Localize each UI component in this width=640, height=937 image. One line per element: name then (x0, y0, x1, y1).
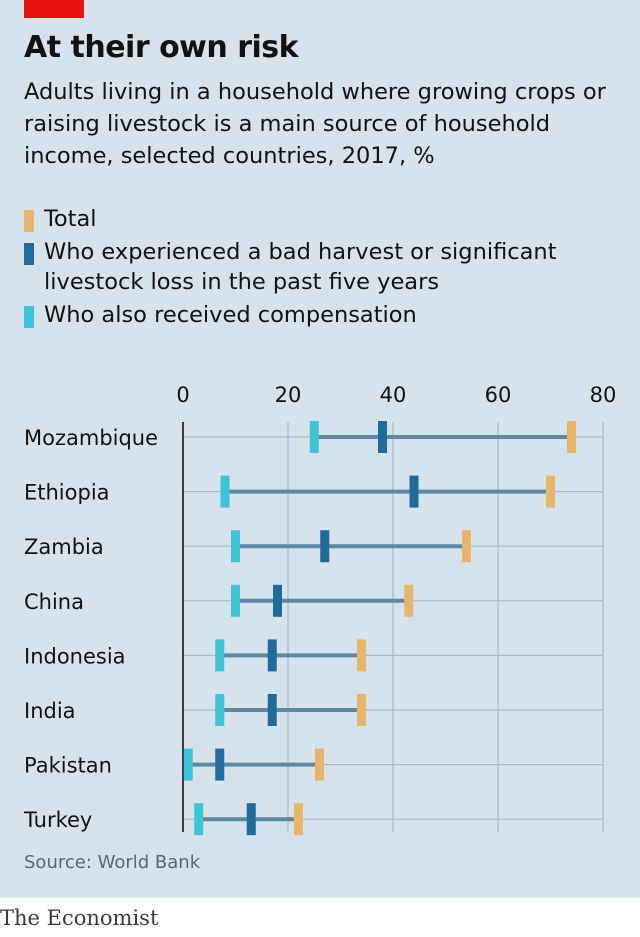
range-marker-series-2 (220, 475, 230, 508)
range-marker-series-0 (462, 530, 471, 563)
category-label: Zambia (24, 535, 104, 559)
category-label: Indonesia (24, 644, 126, 668)
range-marker-series-0 (567, 421, 576, 453)
legend-item-compensation: Who also received compensation (24, 300, 604, 330)
range-marker-series-1 (378, 421, 387, 453)
category-label: Mozambique (24, 426, 158, 450)
range-marker-series-0 (357, 694, 366, 726)
range-marker-series-1 (267, 639, 277, 672)
brand-logo: The Economist (0, 906, 159, 930)
x-tick-label: 0 (176, 383, 189, 407)
category-label: Turkey (23, 808, 92, 832)
brand-red-tag (24, 0, 84, 18)
range-marker-series-2 (231, 584, 240, 617)
dot-range-chart: 0 20 40 60 80 Mozambique Ethiopia Zambia China In… (23, 383, 617, 836)
range-marker-series-1 (267, 694, 277, 726)
range-marker-series-0 (294, 803, 303, 836)
legend-swatch-bad-harvest (24, 243, 34, 265)
x-tick-label: 20 (275, 383, 302, 407)
range-marker-series-0 (357, 639, 366, 672)
range-marker-series-1 (246, 803, 256, 836)
range-marker-series-2 (215, 694, 225, 726)
legend-item-bad-harvest: Who experienced a bad harvest or signifi… (24, 237, 604, 297)
range-marker-series-2 (231, 530, 240, 563)
x-tick-label: 60 (485, 383, 512, 407)
category-label: India (24, 699, 76, 723)
range-marker-series-2 (309, 421, 319, 453)
category-label: China (24, 590, 84, 614)
range-marker-series-1 (409, 475, 419, 508)
x-tick-label: 40 (380, 383, 407, 407)
legend-label-total: Total (44, 206, 97, 232)
range-marker-series-0 (404, 584, 414, 617)
x-tick-label: 80 (590, 383, 617, 407)
source-note: Source: World Bank (24, 852, 201, 873)
range-marker-series-0 (315, 748, 324, 781)
category-label: Pakistan (24, 754, 112, 778)
chart-subtitle: Adults living in a household where growi… (24, 79, 606, 169)
range-marker-series-0 (546, 475, 555, 508)
legend-label-compensation: Who also received compensation (44, 302, 417, 328)
legend-swatch-compensation (24, 306, 34, 328)
range-marker-series-2 (183, 748, 193, 781)
range-marker-series-2 (194, 803, 204, 836)
category-label: Ethiopia (24, 481, 110, 505)
legend: Total Who experienced a bad harvest or s… (24, 204, 604, 333)
chart-title: At their own risk (24, 30, 299, 65)
range-marker-series-2 (215, 639, 225, 672)
legend-item-total: Total (24, 204, 604, 234)
legend-label-bad-harvest: Who experienced a bad harvest or signifi… (44, 239, 557, 295)
range-marker-series-1 (320, 530, 330, 563)
range-marker-series-1 (215, 748, 225, 781)
chart-panel: At their own risk Adults living in a hou… (0, 0, 640, 898)
range-marker-series-1 (273, 584, 282, 617)
legend-swatch-total (24, 210, 34, 232)
